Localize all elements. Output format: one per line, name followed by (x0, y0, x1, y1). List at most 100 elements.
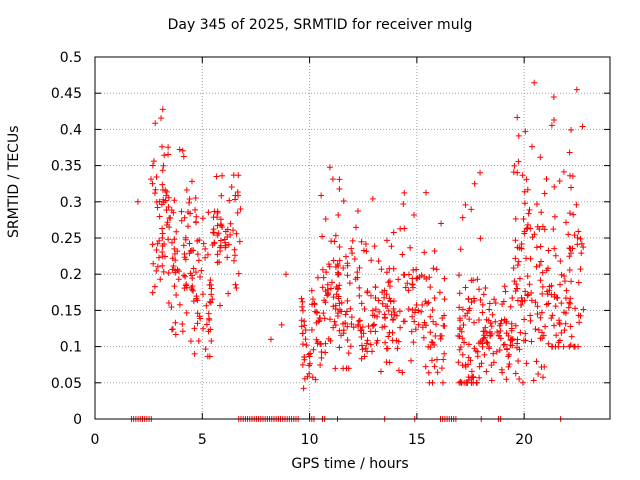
y-tick-label: 0.45 (51, 86, 82, 102)
data-point (539, 290, 546, 297)
data-point (159, 106, 166, 113)
data-point (558, 300, 565, 307)
data-point (306, 353, 313, 360)
data-point (562, 310, 569, 317)
data-point (539, 223, 546, 230)
data-point (415, 307, 422, 314)
data-point (385, 308, 392, 315)
data-point (555, 339, 562, 346)
data-point (338, 308, 345, 315)
data-point (409, 281, 416, 288)
data-point (574, 234, 581, 241)
data-point (421, 249, 428, 256)
data-point (309, 374, 316, 381)
data-point (476, 286, 483, 293)
data-point (377, 368, 384, 375)
data-point (554, 295, 561, 302)
data-point (363, 340, 370, 347)
data-point (539, 335, 546, 342)
data-point (314, 274, 321, 281)
data-point (536, 262, 543, 269)
data-point (200, 325, 207, 332)
data-point (203, 302, 210, 309)
data-point (368, 257, 375, 264)
data-point (567, 245, 574, 252)
data-point (171, 197, 178, 204)
data-point (409, 306, 416, 313)
data-point (183, 187, 190, 194)
data-point (456, 304, 463, 311)
data-point (192, 206, 199, 213)
data-point (183, 281, 190, 288)
data-point (196, 237, 203, 244)
data-point (411, 318, 418, 325)
data-point (514, 114, 521, 121)
data-point (362, 345, 369, 352)
data-point (179, 328, 186, 335)
data-point (420, 334, 427, 341)
data-point (344, 323, 351, 330)
data-point (527, 255, 534, 262)
x-tick-label: 0 (91, 432, 100, 448)
x-tick-label: 20 (515, 432, 533, 448)
data-point (335, 295, 342, 302)
data-point (336, 176, 343, 183)
data-point (191, 325, 198, 332)
y-tick-label: 0.15 (51, 303, 82, 319)
data-point (381, 294, 388, 301)
data-point (165, 300, 172, 307)
data-point (173, 228, 180, 235)
data-point (492, 318, 499, 325)
data-point (319, 266, 326, 273)
data-point (408, 357, 415, 364)
data-point (171, 283, 178, 290)
data-point (298, 317, 305, 324)
data-point (159, 181, 166, 188)
data-point (465, 361, 472, 368)
data-point (335, 270, 342, 277)
data-point (332, 264, 339, 271)
data-point (149, 289, 156, 296)
data-point (580, 244, 587, 251)
data-point (418, 308, 425, 315)
data-point (509, 294, 516, 301)
data-point (535, 371, 542, 378)
data-point (479, 336, 486, 343)
data-point (512, 322, 519, 329)
plot-frame (94, 56, 611, 420)
data-point (565, 304, 572, 311)
data-point (197, 274, 204, 281)
data-point (474, 276, 481, 283)
data-point (457, 317, 464, 324)
data-point (340, 330, 347, 337)
data-point (390, 305, 397, 312)
data-point (179, 320, 186, 327)
data-point (410, 267, 417, 274)
data-point (165, 203, 172, 210)
data-point (379, 300, 386, 307)
data-point (471, 295, 478, 302)
data-point (483, 338, 490, 345)
data-point (532, 299, 539, 306)
data-point (318, 341, 325, 348)
data-point (503, 330, 510, 337)
data-point (479, 309, 486, 316)
data-point (538, 329, 545, 336)
data-point (575, 228, 582, 235)
data-point (523, 176, 530, 183)
data-point (476, 363, 483, 370)
data-point (545, 247, 552, 254)
data-point (538, 309, 545, 316)
data-point (172, 319, 179, 326)
data-point (195, 338, 202, 345)
data-point (562, 320, 569, 327)
data-point (360, 247, 367, 254)
data-point (188, 178, 195, 185)
data-point (354, 274, 361, 281)
data-point (531, 231, 538, 238)
data-point (360, 330, 367, 337)
data-point (365, 323, 372, 330)
data-point (506, 351, 513, 358)
data-point (331, 318, 338, 325)
data-point (149, 162, 156, 169)
